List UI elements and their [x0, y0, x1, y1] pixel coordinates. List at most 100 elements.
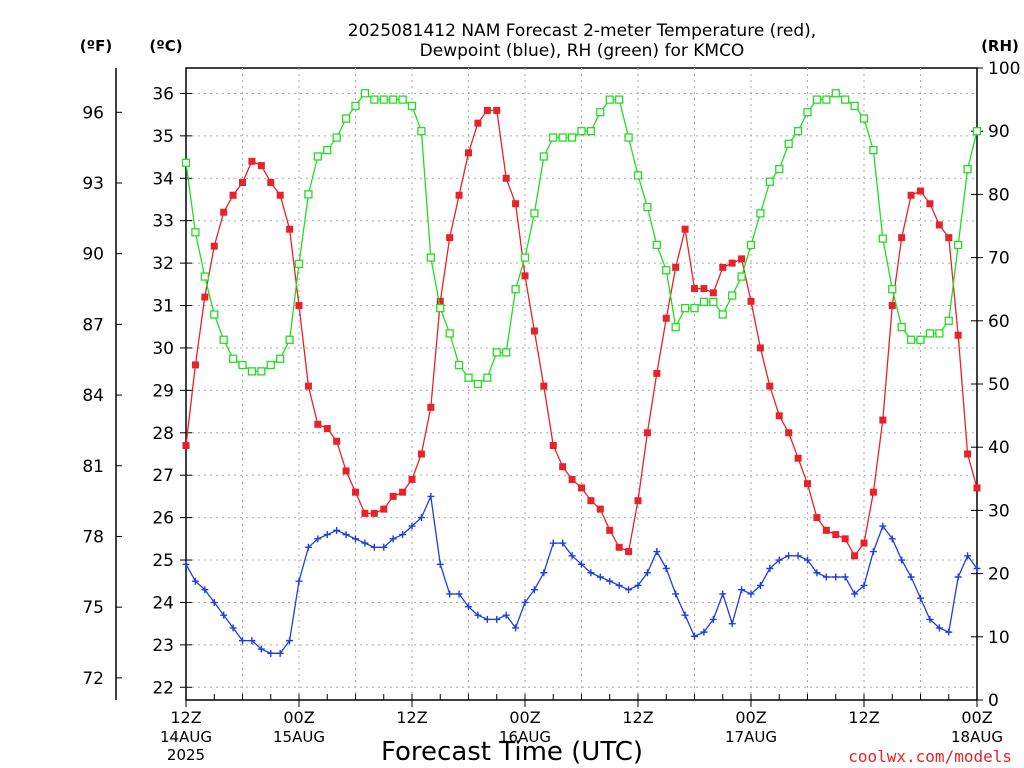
rh-point — [181, 158, 191, 167]
dewpoint-point — [775, 556, 783, 564]
dewpoint-point — [427, 492, 435, 500]
dewpoint-point — [869, 548, 877, 556]
time-tick-date: 16AUG — [499, 728, 551, 746]
dewpoint-point — [926, 615, 934, 623]
time-tick-date: 18AUG — [951, 728, 1003, 746]
dewpoint-point — [455, 590, 463, 598]
temperature-point — [342, 467, 350, 475]
temperature-point — [521, 272, 529, 280]
temperature-point — [295, 302, 303, 310]
rh-tick-label: 70 — [988, 249, 1010, 269]
rh-point — [963, 164, 972, 174]
dewpoint-point — [681, 611, 689, 619]
celsius-tick-label: 24 — [152, 593, 174, 613]
dewpoint-point — [964, 552, 972, 560]
dewpoint-point — [559, 539, 567, 547]
dewpoint-point — [276, 649, 284, 657]
temperature-point — [672, 263, 680, 271]
temperature-point — [323, 425, 331, 433]
temperature-point — [361, 509, 369, 517]
rh-point — [906, 335, 916, 344]
dewpoint-point — [323, 531, 331, 539]
rh-point — [671, 322, 680, 332]
rh-point — [304, 190, 313, 199]
temperature-point — [860, 539, 868, 547]
temperature-point — [625, 548, 633, 556]
time-tick-label: 00Z — [509, 708, 540, 727]
rh-point — [520, 253, 530, 262]
rh-point — [728, 291, 737, 300]
dewpoint-point — [756, 581, 764, 589]
temperature-point — [493, 106, 501, 114]
dewpoint-point — [248, 637, 256, 645]
dewpoint-point — [578, 560, 585, 568]
rh-point — [257, 367, 266, 376]
temperature-point — [888, 302, 896, 310]
rh-point — [812, 95, 822, 104]
dewpoint-point — [389, 535, 397, 543]
rh-point — [662, 266, 671, 275]
dewpoint-point — [747, 590, 755, 598]
rh-point — [464, 373, 473, 382]
dewpoint-point — [465, 603, 472, 611]
fahrenheit-tick-label: 78 — [82, 527, 104, 547]
rh-point — [699, 297, 709, 306]
temperature-point — [455, 191, 463, 199]
time-tick-label: 12Z — [396, 708, 427, 727]
rh-point — [605, 95, 614, 104]
temperature-point — [267, 179, 275, 187]
series-layer — [181, 89, 982, 657]
rh-point — [323, 146, 332, 155]
temperature-point — [766, 382, 774, 390]
dewpoint-point — [973, 565, 981, 573]
dewpoint-point — [841, 573, 849, 581]
dewpoint-point — [606, 577, 614, 585]
temperature-point — [681, 225, 689, 233]
temperature-point — [380, 505, 388, 513]
rh-point — [285, 335, 294, 344]
rh-tick-label: 80 — [988, 185, 1010, 205]
dewpoint-point — [352, 535, 359, 543]
dewpoint-point — [860, 581, 868, 589]
celsius-tick-label: 33 — [152, 212, 174, 232]
fahrenheit-axis: 72 75 78 81 84 87 90 93 96 — [82, 103, 122, 689]
fahrenheit-tick-label: 72 — [82, 669, 104, 689]
rh-point — [238, 360, 247, 370]
temperature-point — [719, 263, 727, 271]
temperature-point — [973, 484, 981, 492]
rh-point — [417, 127, 426, 136]
dewpoint-point — [342, 531, 350, 539]
temperature-point — [813, 514, 821, 522]
celsius-tick-label: 32 — [152, 254, 174, 274]
rh-point — [935, 329, 944, 338]
rh-point — [765, 177, 774, 186]
rh-point — [360, 89, 370, 98]
time-tick-date: 17AUG — [725, 728, 777, 746]
temperature-point — [841, 535, 849, 543]
rh-point — [549, 133, 558, 142]
dewpoint-point — [540, 569, 548, 577]
temperature-point — [596, 505, 604, 513]
rh-point — [775, 164, 784, 174]
time-tick-label: 12Z — [848, 708, 879, 727]
temperature-point — [314, 420, 322, 428]
rh-point — [294, 259, 304, 269]
rh-line — [185, 92, 978, 385]
rh-point — [228, 354, 238, 363]
dewpoint-point — [549, 539, 557, 547]
rh-point — [718, 310, 727, 319]
temperature-point — [229, 191, 237, 199]
rh-point — [473, 379, 483, 389]
temperature-point — [691, 285, 698, 293]
temperature-point — [182, 442, 190, 450]
dewpoint-point — [530, 586, 538, 594]
temperature-point — [389, 492, 397, 500]
dewpoint-point — [738, 586, 746, 594]
dewpoint-point — [879, 522, 887, 530]
temperature-point — [615, 543, 623, 551]
rh-point — [850, 101, 859, 111]
time-tick-label: 00Z — [961, 708, 992, 727]
rh-tick-label: 0 — [988, 691, 999, 711]
temperature-point — [399, 488, 407, 496]
